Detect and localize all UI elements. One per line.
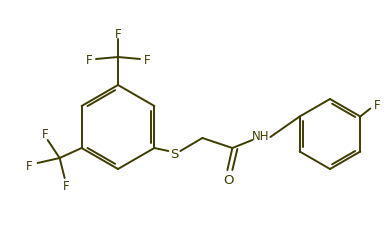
Text: F: F xyxy=(42,127,49,140)
Text: F: F xyxy=(374,99,380,112)
Text: F: F xyxy=(63,180,70,193)
Text: F: F xyxy=(86,53,92,66)
Text: F: F xyxy=(26,159,33,172)
Text: F: F xyxy=(143,53,150,66)
Text: O: O xyxy=(223,174,234,187)
Text: S: S xyxy=(170,147,179,160)
Text: F: F xyxy=(115,27,121,40)
Text: NH: NH xyxy=(252,130,269,143)
